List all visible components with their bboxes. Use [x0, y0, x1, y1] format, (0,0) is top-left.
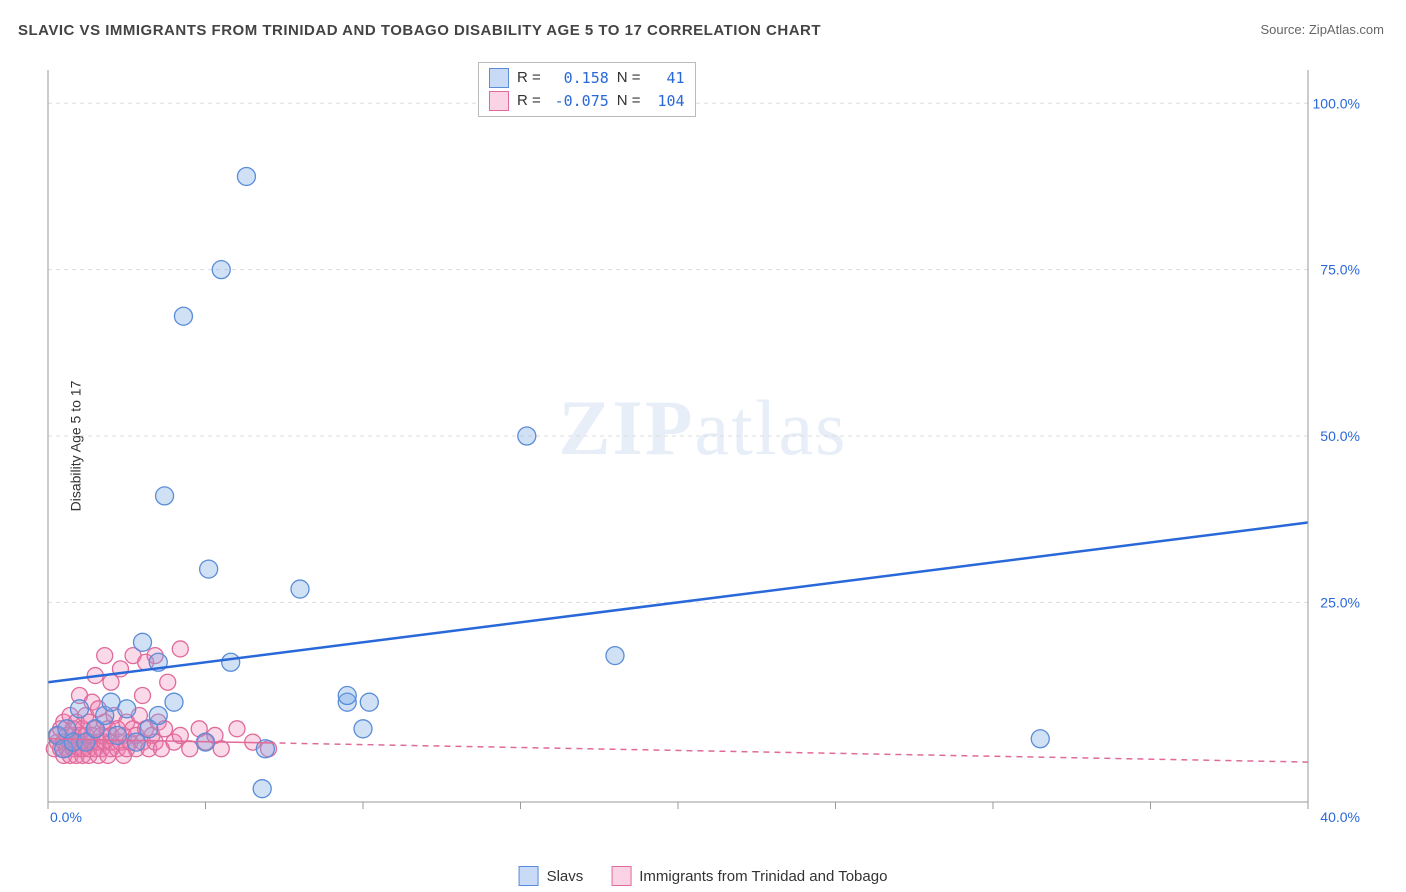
source-label: Source:: [1260, 22, 1308, 37]
stats-row-trinidad: R = -0.075 N = 104: [489, 90, 685, 113]
swatch-slavs-icon: [519, 866, 539, 886]
svg-text:0.0%: 0.0%: [50, 809, 82, 825]
svg-text:75.0%: 75.0%: [1320, 262, 1360, 278]
svg-text:50.0%: 50.0%: [1320, 428, 1360, 444]
stats-row-slavs: R = 0.158 N = 41: [489, 67, 685, 90]
chart-title: SLAVIC VS IMMIGRANTS FROM TRINIDAD AND T…: [18, 22, 821, 39]
bottom-legend: Slavs Immigrants from Trinidad and Tobag…: [519, 866, 888, 886]
svg-text:40.0%: 40.0%: [1320, 809, 1360, 825]
swatch-trinidad-icon: [611, 866, 631, 886]
scatter-chart: 25.0%50.0%75.0%100.0%0.0%40.0%: [48, 62, 1368, 820]
source-link[interactable]: ZipAtlas.com: [1309, 22, 1384, 37]
legend-label-slavs: Slavs: [547, 868, 584, 885]
swatch-slavs: [489, 68, 509, 88]
svg-text:100.0%: 100.0%: [1313, 95, 1360, 111]
legend-label-trinidad: Immigrants from Trinidad and Tobago: [639, 868, 887, 885]
svg-text:25.0%: 25.0%: [1320, 594, 1360, 610]
n-value-slavs: 41: [649, 67, 685, 90]
source-attribution: Source: ZipAtlas.com: [1260, 22, 1384, 37]
chart-area: 25.0%50.0%75.0%100.0%0.0%40.0% R = 0.158…: [48, 62, 1368, 820]
n-value-trinidad: 104: [649, 90, 685, 113]
legend-item-slavs: Slavs: [519, 866, 584, 886]
r-value-trinidad: -0.075: [549, 90, 609, 113]
stats-legend: R = 0.158 N = 41 R = -0.075 N = 104: [478, 62, 696, 117]
legend-item-trinidad: Immigrants from Trinidad and Tobago: [611, 866, 887, 886]
swatch-trinidad: [489, 91, 509, 111]
r-value-slavs: 0.158: [549, 67, 609, 90]
